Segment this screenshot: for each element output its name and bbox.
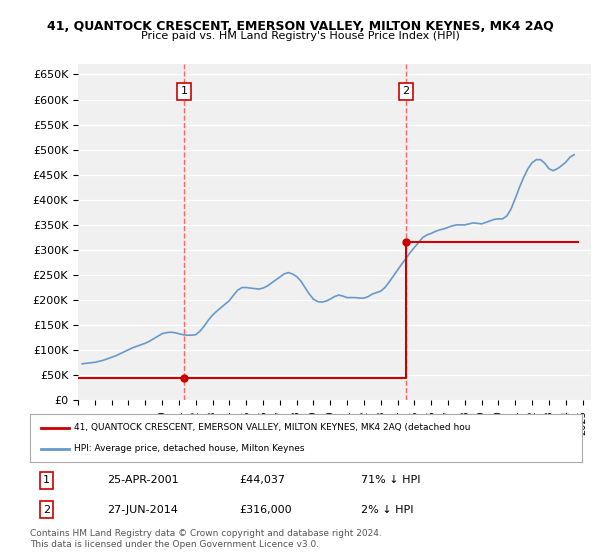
Text: 1: 1 xyxy=(181,86,188,96)
Text: 2: 2 xyxy=(43,505,50,515)
Text: HPI: Average price, detached house, Milton Keynes: HPI: Average price, detached house, Milt… xyxy=(74,444,305,453)
Text: £44,037: £44,037 xyxy=(240,475,286,485)
Text: 1: 1 xyxy=(43,475,50,485)
Text: 71% ↓ HPI: 71% ↓ HPI xyxy=(361,475,421,485)
Text: 2% ↓ HPI: 2% ↓ HPI xyxy=(361,505,414,515)
Text: 41, QUANTOCK CRESCENT, EMERSON VALLEY, MILTON KEYNES, MK4 2AQ: 41, QUANTOCK CRESCENT, EMERSON VALLEY, M… xyxy=(47,20,553,32)
Text: £316,000: £316,000 xyxy=(240,505,292,515)
Text: 25-APR-2001: 25-APR-2001 xyxy=(107,475,179,485)
Text: Contains HM Land Registry data © Crown copyright and database right 2024.
This d: Contains HM Land Registry data © Crown c… xyxy=(30,529,382,549)
Text: 2: 2 xyxy=(402,86,409,96)
Text: Price paid vs. HM Land Registry's House Price Index (HPI): Price paid vs. HM Land Registry's House … xyxy=(140,31,460,41)
Text: 27-JUN-2014: 27-JUN-2014 xyxy=(107,505,178,515)
Text: 41, QUANTOCK CRESCENT, EMERSON VALLEY, MILTON KEYNES, MK4 2AQ (detached hou: 41, QUANTOCK CRESCENT, EMERSON VALLEY, M… xyxy=(74,423,470,432)
